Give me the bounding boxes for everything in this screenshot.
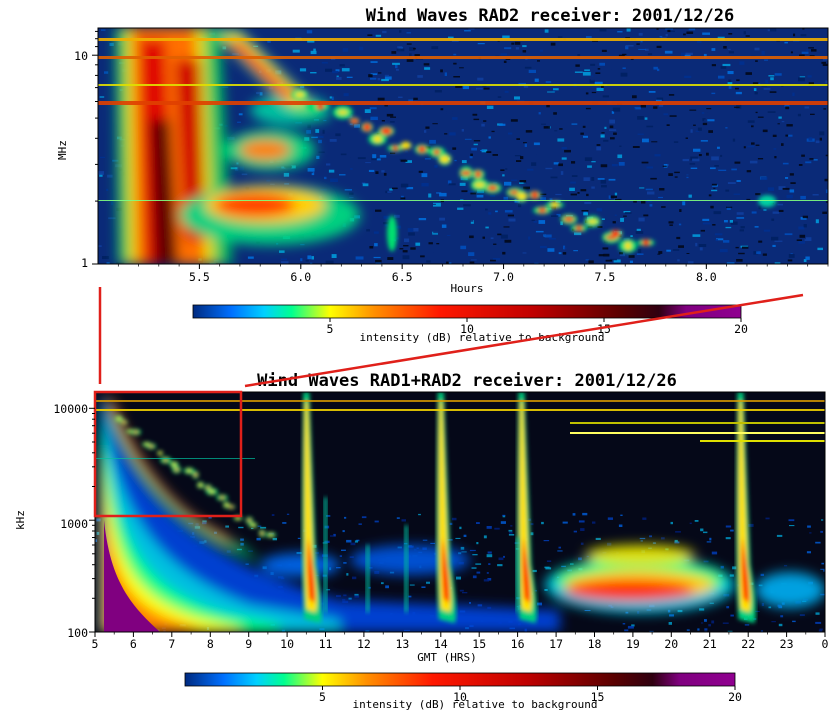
- top-x-tick-label: 6.5: [392, 270, 413, 284]
- top-x-tick-label: 6.0: [290, 270, 311, 284]
- top-x-tick-label: 7.0: [493, 270, 514, 284]
- bottom-x-tick-label: 21: [703, 637, 717, 651]
- burst-0: [302, 392, 322, 624]
- bottom-x-tick-label: 5: [92, 637, 99, 651]
- bottom-x-tick-label: 7: [168, 637, 175, 651]
- top-x-ticks: 5.5 6.0 6.5 7.0 7.5 8.0: [92, 30, 829, 284]
- bottom-y-label: kHz: [14, 510, 27, 530]
- colorbar-tick-label: 5: [327, 322, 334, 336]
- top-spectrogram: [98, 28, 828, 264]
- top-colorbar-label: intensity (dB) relative to background: [359, 331, 604, 344]
- bottom-chart-title: Wind Waves RAD1+RAD2 receiver: 2001/12/2…: [257, 371, 677, 391]
- bottom-y-tick-1000: 1000: [60, 517, 88, 531]
- colorbar-tick-label: 15: [597, 322, 611, 336]
- bottom-x-label: GMT (HRS): [417, 651, 477, 664]
- top-y-label: MHz: [56, 140, 69, 160]
- bottom-x-tick-label: 16: [511, 637, 525, 651]
- burst-1: [436, 392, 457, 624]
- bottom-x-tick-label: 14: [434, 637, 448, 651]
- bottom-x-ticks: 5 6 7 8 9 10 11 12 13 14 15 16 17 18 19 20 21 22 23 0: [89, 407, 829, 651]
- bottom-spectrogram: [95, 392, 825, 632]
- bottom-x-tick-label: 6: [130, 637, 137, 651]
- top-colorbar-ticks: 5 10 15 20: [327, 318, 748, 336]
- bottom-x-tick-label: 22: [741, 637, 755, 651]
- bottom-x-tick-label: 8: [207, 637, 214, 651]
- burst-2: [517, 392, 537, 624]
- bottom-x-tick-label: 9: [245, 637, 252, 651]
- zoom-line-right: [244, 293, 804, 388]
- top-x-tick-label: 5.5: [189, 270, 210, 284]
- bottom-x-tick-label: 19: [626, 637, 640, 651]
- bottom-colorbar-ticks: 5 10 15 20: [319, 686, 742, 704]
- top-x-label: Hours: [450, 282, 483, 295]
- bottom-x-tick-label: 20: [664, 637, 678, 651]
- colorbar-tick-label: 10: [460, 322, 474, 336]
- top-x-tick-label: 8.0: [696, 270, 717, 284]
- top-chart-title: Wind Waves RAD2 receiver: 2001/12/26: [366, 6, 734, 26]
- zoom-box: [93, 390, 243, 518]
- bottom-x-tick-label: 0: [822, 637, 829, 651]
- top-y-tick-10: 10: [74, 49, 88, 63]
- top-colorbar: [192, 304, 742, 319]
- bottom-y-tick-10000: 10000: [53, 402, 88, 416]
- bottom-x-tick-label: 13: [395, 637, 409, 651]
- bottom-x-tick-label: 11: [319, 637, 333, 651]
- bottom-x-tick-label: 18: [588, 637, 602, 651]
- colorbar-tick-label: 15: [591, 690, 605, 704]
- colorbar-tick-label: 5: [319, 690, 326, 704]
- top-x-tick-label: 7.5: [595, 270, 616, 284]
- colorbar-tick-label: 20: [728, 690, 742, 704]
- bottom-x-tick-label: 15: [472, 637, 486, 651]
- bottom-x-tick-label: 23: [780, 637, 794, 651]
- bottom-x-tick-label: 12: [357, 637, 371, 651]
- colorbar-tick-label: 20: [734, 322, 748, 336]
- bottom-x-tick-label: 17: [549, 637, 563, 651]
- top-y-tick-1: 1: [81, 256, 88, 270]
- colorbar-tick-label: 10: [453, 690, 467, 704]
- bottom-colorbar-label: intensity (dB) relative to background: [352, 698, 597, 711]
- bottom-x-tick-label: 10: [280, 637, 294, 651]
- burst-3: [736, 392, 756, 624]
- bottom-colorbar: [184, 672, 736, 687]
- bottom-y-tick-100: 100: [67, 626, 88, 640]
